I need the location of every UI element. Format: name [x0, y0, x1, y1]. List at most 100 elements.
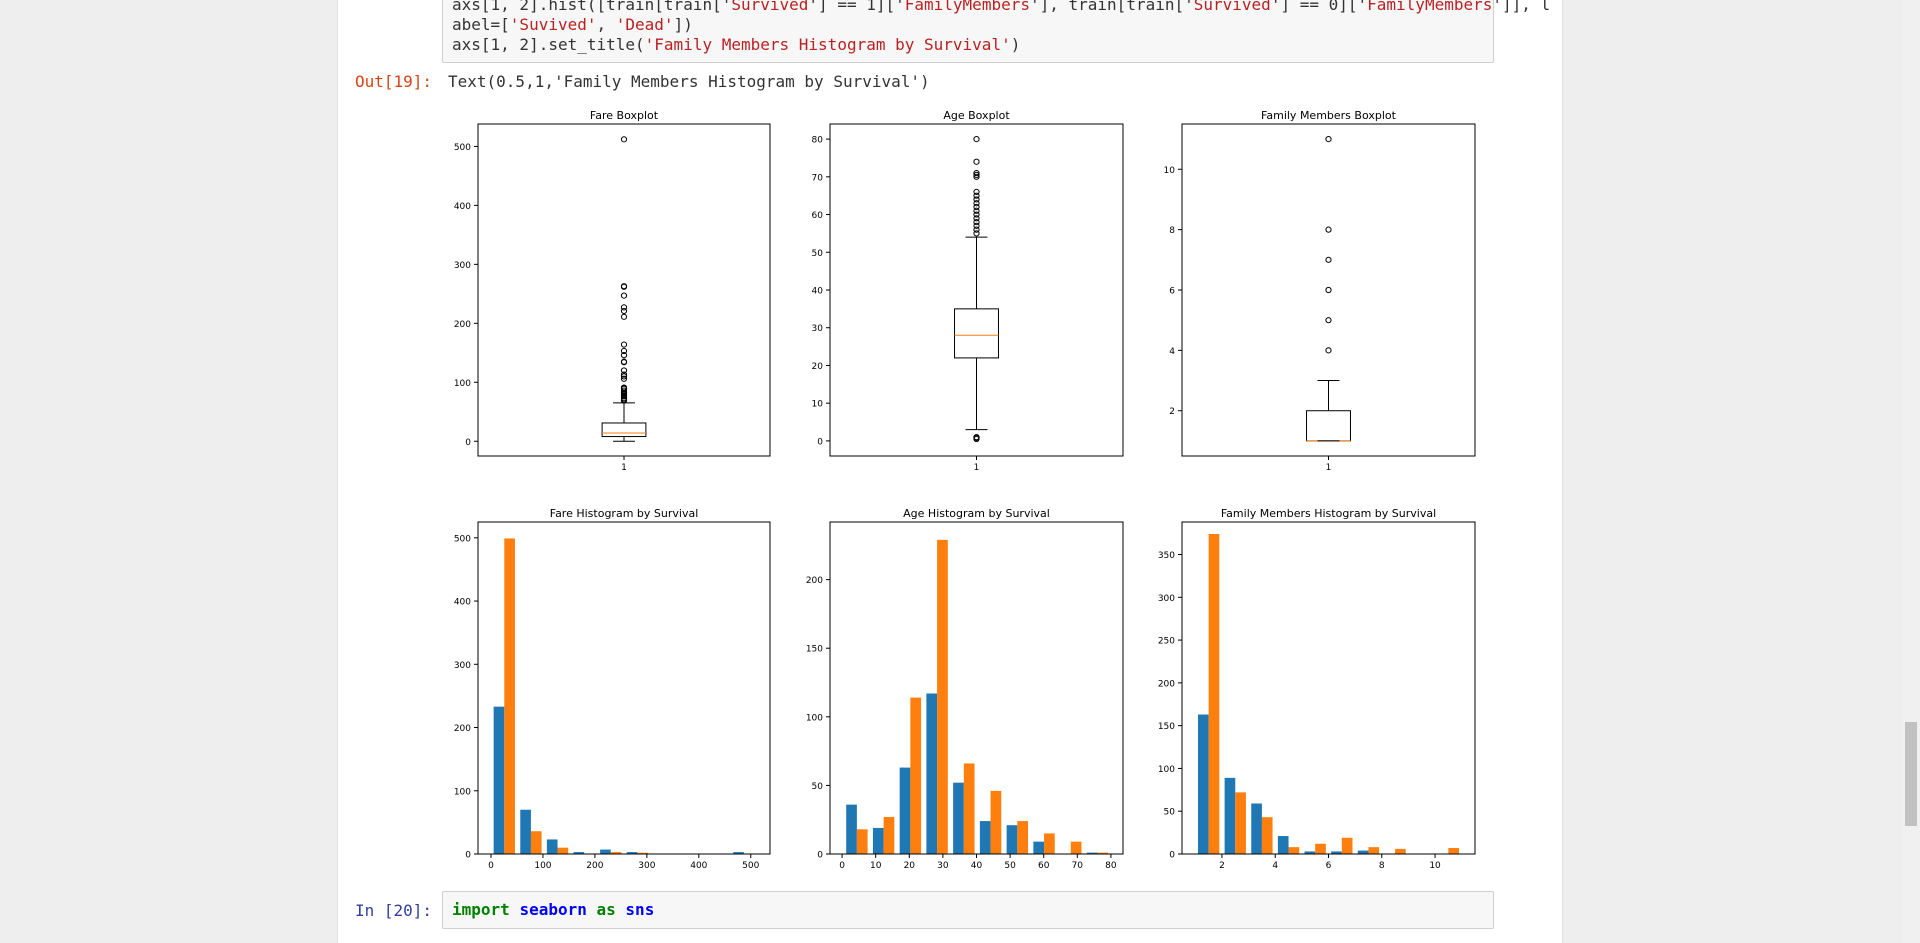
outlier-point [620, 307, 628, 315]
outlier-point [973, 169, 980, 177]
outlier-point [620, 283, 628, 290]
y-tick-label: 10 [1164, 166, 1176, 176]
code-cell-20[interactable]: import seaborn as sns [442, 891, 1494, 929]
x-tick-label: 400 [690, 861, 707, 871]
code-token: as [596, 900, 616, 919]
vertical-scrollbar[interactable] [1902, 0, 1920, 943]
x-tick-label: 0 [839, 861, 845, 871]
outlier-point [620, 371, 628, 378]
code-token: seaborn [519, 900, 587, 919]
code-token: ']], l [1492, 0, 1551, 14]
histogram-bar [872, 827, 884, 854]
y-tick-label: 40 [812, 287, 824, 297]
histogram-bar [733, 852, 744, 854]
outlier-point [1325, 286, 1332, 294]
histogram-bar [493, 706, 505, 854]
histogram-bar [600, 849, 611, 854]
x-tick-label: 50 [1004, 861, 1016, 871]
x-tick-label: 2 [1219, 861, 1225, 871]
y-tick-label: 70 [812, 173, 824, 183]
outlier-point [620, 304, 628, 311]
in-prompt: In [20]: [354, 901, 432, 920]
outlier-point [620, 341, 628, 348]
outlier-point [620, 136, 628, 143]
x-tick-label: 20 [904, 861, 916, 871]
histogram-bar [1357, 850, 1369, 854]
outlier-point [620, 397, 628, 404]
code-token: ]) [673, 15, 693, 34]
scrollbar-thumb[interactable] [1905, 722, 1917, 826]
outlier-point [620, 367, 628, 374]
code-line: abel=['Suvived', 'Dead']) [452, 15, 693, 34]
histogram-bar [963, 763, 975, 854]
y-tick-label: 4 [1169, 347, 1175, 357]
code-token: 'Dead' [615, 15, 674, 34]
code-token: axs[1, 2].set_title( [452, 35, 645, 54]
y-tick-label: 400 [454, 202, 471, 212]
outlier-point [973, 192, 980, 199]
histogram-bar [937, 539, 948, 854]
outlier-point [973, 196, 980, 203]
y-tick-label: 0 [817, 851, 823, 861]
outlier-point [620, 375, 628, 382]
chart-title: Age Boxplot [943, 109, 1010, 122]
plot-frame [829, 521, 1124, 855]
y-tick-label: 300 [1158, 594, 1175, 604]
histogram-bar [1315, 843, 1326, 854]
x-tick-label: 60 [1038, 861, 1050, 871]
y-tick-label: 200 [1158, 679, 1175, 689]
x-tick-label: 80 [1105, 861, 1117, 871]
x-tick-label: 10 [870, 861, 882, 871]
code-token: '] == 1][' [808, 0, 905, 14]
chart-title: Family Members Boxplot [1261, 109, 1397, 122]
outlier-point [973, 188, 980, 196]
outlier-point [620, 347, 628, 355]
output-text: Text(0.5,1,'Family Members Histogram by … [448, 72, 930, 91]
outlier-point [973, 218, 980, 226]
x-tick-label: 500 [742, 861, 759, 871]
histogram-bar [1235, 792, 1246, 854]
x-tick-label: 8 [1379, 861, 1385, 871]
x-tick-label: 70 [1072, 861, 1084, 871]
histogram-bar [883, 816, 895, 854]
histogram-bar [1224, 777, 1236, 854]
histogram-bar [1044, 833, 1055, 854]
x-tick-label: 300 [638, 861, 655, 871]
histogram-bar [1097, 852, 1109, 854]
y-tick-label: 0 [817, 437, 823, 447]
outlier-point [1325, 256, 1332, 263]
code-token: axs[1, 2].hist([train[train[' [452, 0, 732, 14]
y-tick-label: 0 [465, 851, 471, 861]
y-tick-label: 350 [1158, 551, 1175, 561]
code-token: abel=[ [452, 15, 510, 34]
code-cell-19[interactable]: axs[1, 2].hist([train[train['Survived'] … [442, 0, 1550, 63]
outlier-point [973, 135, 980, 143]
y-tick-label: 10 [812, 400, 824, 410]
outlier-point [973, 173, 980, 180]
code-token: '] == 0][' [1270, 0, 1368, 14]
histogram-bar [1288, 847, 1300, 854]
x-tick-label: 30 [937, 861, 949, 871]
code-line: axs[1, 2].hist([train[train['Survived'] … [452, 0, 1550, 14]
outlier-point [973, 222, 980, 229]
y-tick-label: 0 [465, 438, 471, 448]
histogram-bar [899, 767, 911, 854]
x-tick-label: 1 [1326, 463, 1332, 473]
chart-title: Family Members Histogram by Survival [1221, 507, 1436, 520]
y-tick-label: 150 [806, 645, 823, 655]
y-tick-label: 250 [1158, 637, 1175, 647]
histogram-bar [979, 821, 991, 854]
y-tick-label: 50 [1164, 808, 1176, 818]
histogram-bar [610, 852, 622, 854]
x-tick-label: 1 [974, 463, 980, 473]
code-token: sns [625, 900, 655, 919]
x-tick-label: 4 [1272, 861, 1278, 871]
histogram-bar [530, 831, 542, 854]
y-tick-label: 150 [1158, 722, 1175, 732]
histogram-bar [1086, 852, 1098, 854]
histogram-bar [520, 809, 531, 854]
y-tick-label: 8 [1169, 226, 1175, 236]
y-tick-label: 30 [812, 324, 824, 334]
code-line: axs[1, 2].set_title('Family Members Hist… [452, 35, 1020, 54]
outlier-point [620, 313, 628, 320]
